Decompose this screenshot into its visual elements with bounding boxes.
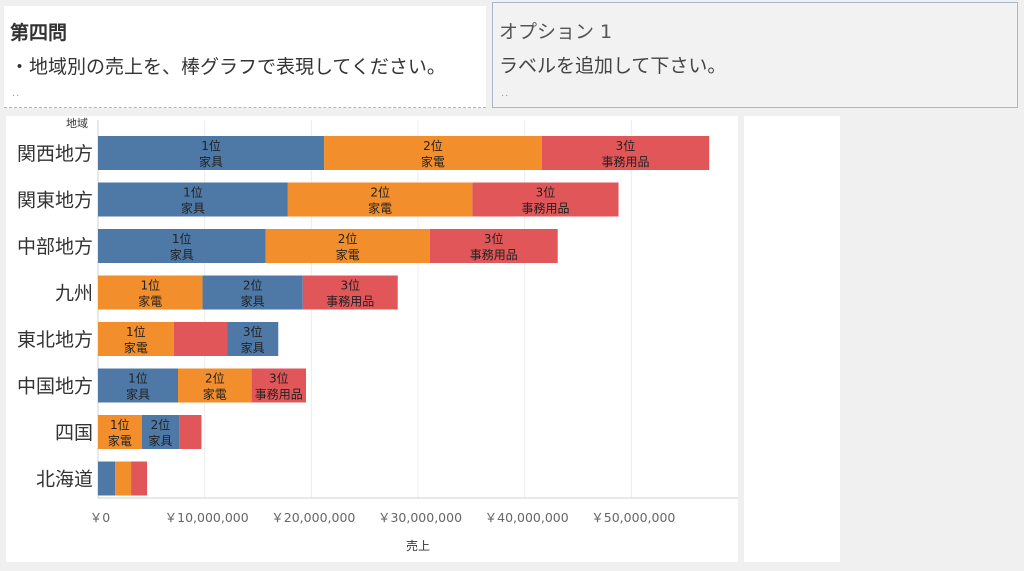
bar-segment[interactable] [98, 415, 142, 449]
chart-panel: 地域 関西地方 1位 家具 2位 家電 3位 事務用品 関東地方 1位 家具 2位 家電 3位 事務用品 中部… [6, 116, 738, 562]
bar-segment[interactable] [98, 368, 178, 403]
category-label: 家電 [138, 294, 162, 309]
rank-label: 3位 [616, 138, 636, 153]
row-header: 地域 [66, 117, 88, 130]
rank-label: 2位 [243, 278, 263, 293]
category-label: 事務用品 [326, 295, 374, 309]
category-label: 家具 [181, 201, 205, 216]
rank-label: 2位 [205, 371, 225, 386]
rank-label: 2位 [423, 138, 443, 153]
x-tick-label: ￥30,000,000 [378, 510, 462, 525]
bar-segment[interactable] [98, 182, 288, 217]
rank-label: 1位 [126, 324, 146, 339]
rank-label: 3位 [484, 231, 504, 246]
bar-segment[interactable] [287, 182, 473, 217]
rank-label: 1位 [183, 185, 203, 200]
category-label: 家電 [421, 154, 445, 169]
bar-segment[interactable] [472, 182, 619, 217]
bar-segment[interactable] [98, 136, 325, 170]
category-label: 家具 [170, 247, 194, 262]
bar-segment[interactable] [324, 136, 542, 170]
bar-segment[interactable] [98, 461, 116, 496]
category-label: 家具 [241, 340, 265, 355]
category-label: 家電 [203, 387, 227, 402]
region-label: 北海道 [36, 469, 93, 491]
option-more-dots[interactable]: .. [501, 88, 510, 99]
region-label: 九州 [55, 283, 93, 305]
category-label: 事務用品 [601, 155, 649, 169]
bar-segment[interactable] [178, 368, 252, 403]
bar-segment[interactable] [179, 415, 202, 449]
x-tick-label: ￥10,000,000 [165, 510, 249, 525]
category-label: 事務用品 [470, 248, 518, 262]
region-label: 関西地方 [17, 143, 93, 165]
question-more-dots[interactable]: .. [12, 88, 21, 99]
question-title: 第四問 [10, 22, 68, 44]
category-label: 事務用品 [255, 388, 303, 402]
x-tick-label: ￥50,000,000 [591, 510, 675, 525]
bar-segment[interactable] [302, 275, 398, 310]
bar-segment[interactable] [541, 136, 710, 170]
rank-label: 2位 [370, 185, 390, 200]
category-label: 家具 [148, 433, 172, 448]
rank-label: 3位 [536, 185, 556, 200]
bar-segment[interactable] [98, 229, 266, 263]
bar-segment[interactable] [141, 415, 180, 449]
rank-label: 1位 [110, 417, 130, 432]
option-card: オプション 1 ラベルを追加して下さい。 .. [492, 2, 1018, 108]
x-tick-label: ￥40,000,000 [485, 510, 569, 525]
rank-label: 1位 [172, 231, 192, 246]
bar-segment[interactable] [227, 322, 279, 356]
rank-label: 3位 [340, 278, 360, 293]
region-label: 東北地方 [17, 329, 93, 351]
bar-segment[interactable] [131, 461, 148, 496]
region-label: 中部地方 [17, 236, 93, 258]
bar-segment[interactable] [251, 368, 306, 403]
right-blank-panel [744, 116, 840, 562]
category-label: 家具 [241, 294, 265, 309]
x-tick-label: ￥0 [90, 510, 111, 525]
rank-label: 1位 [128, 371, 148, 386]
category-label: 家電 [368, 201, 392, 216]
bar-segment[interactable] [115, 461, 132, 496]
category-label: 家電 [336, 247, 360, 262]
rank-label: 3位 [269, 371, 289, 386]
bar-segment[interactable] [202, 275, 303, 310]
x-axis-title: 売上 [406, 538, 430, 553]
rank-label: 3位 [243, 324, 263, 339]
question-card: 第四問 ・地域別の売上を、棒グラフで表現してください。 .. [4, 6, 486, 108]
rank-label: 2位 [338, 231, 358, 246]
region-label: 四国 [55, 422, 93, 444]
rank-label: 2位 [151, 417, 171, 432]
x-tick-label: ￥20,000,000 [271, 510, 355, 525]
region-label: 中国地方 [17, 376, 93, 398]
bar-segment[interactable] [173, 322, 228, 356]
option-title: オプション 1 [499, 21, 613, 43]
category-label: 家電 [124, 340, 148, 355]
bar-segment[interactable] [98, 275, 203, 310]
region-label: 関東地方 [17, 190, 93, 212]
category-label: 家電 [108, 433, 132, 448]
rank-label: 1位 [140, 278, 160, 293]
category-label: 家具 [199, 154, 223, 169]
category-label: 家具 [126, 387, 150, 402]
option-body: ラベルを追加して下さい。 [499, 55, 727, 77]
rank-label: 1位 [201, 138, 221, 153]
bar-segment[interactable] [265, 229, 430, 263]
category-label: 事務用品 [521, 202, 569, 216]
bar-segment[interactable] [429, 229, 558, 263]
bar-segment[interactable] [98, 322, 174, 356]
question-body: ・地域別の売上を、棒グラフで表現してください。 [10, 56, 446, 78]
